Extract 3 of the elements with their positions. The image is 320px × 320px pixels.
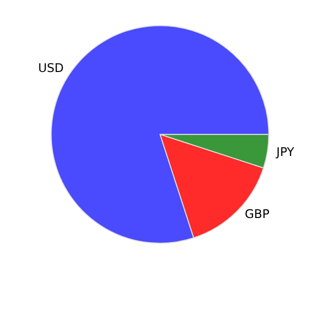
slice-label: USD xyxy=(38,61,64,76)
slice-label: JPY xyxy=(275,145,295,160)
slice-label: GBP xyxy=(244,207,270,222)
